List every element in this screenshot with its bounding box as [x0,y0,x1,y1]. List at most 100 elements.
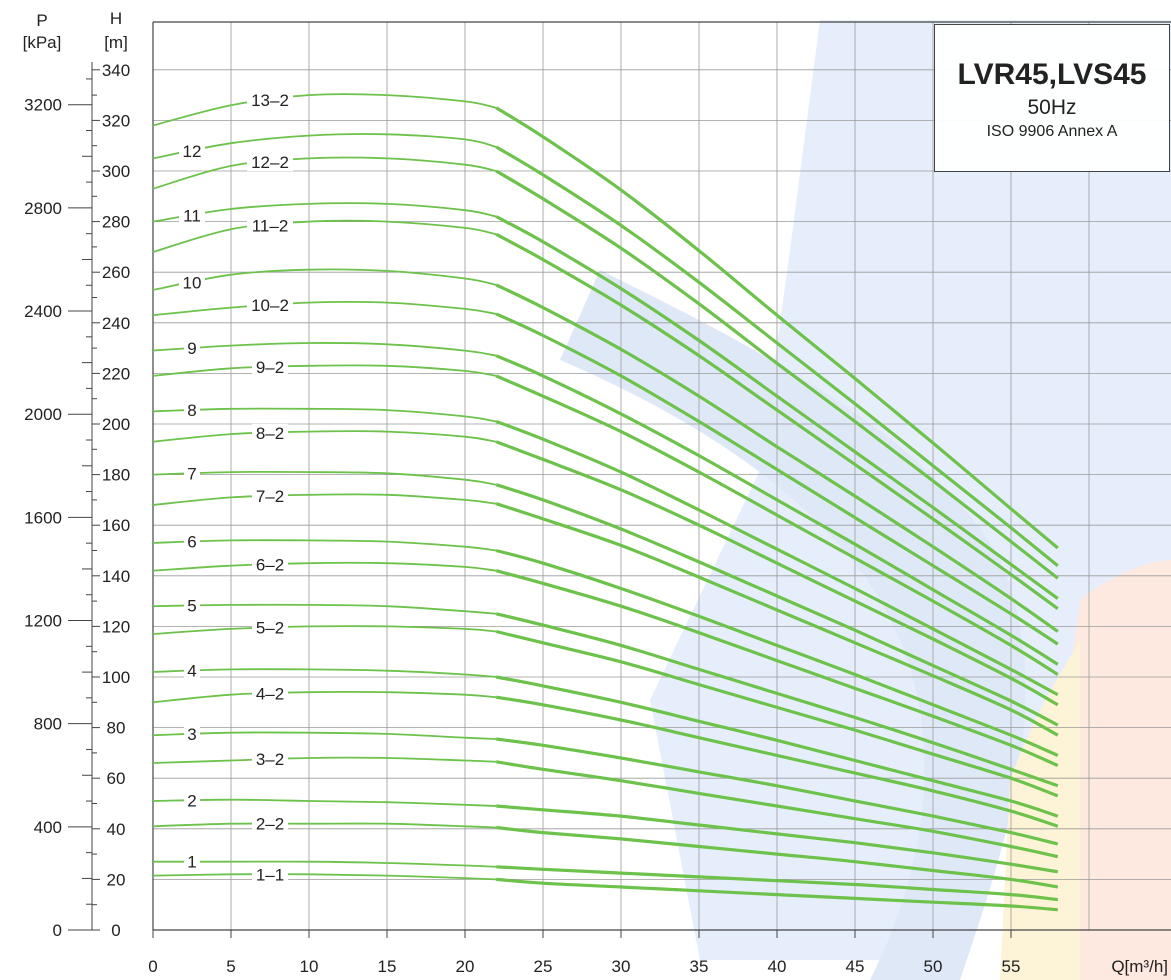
curve-7 [495,483,1059,727]
chart-subtitle: 50Hz [1027,96,1077,119]
curve-label-10-2: 10–2 [251,296,289,315]
curve-3-2-low-flow [152,756,497,764]
h-axis-title: H [110,9,122,28]
h-tick-label: 0 [111,921,120,940]
curve-2-low-flow [152,798,497,807]
h-tick-label: 200 [102,415,130,434]
x-tick-label: 55 [1002,957,1021,976]
curve-6 [495,548,1059,757]
curve-9-2 [495,374,1059,676]
h-tick-label: 80 [107,719,126,738]
curve-8-low-flow [152,407,497,423]
curve-label-bg [247,296,293,315]
curve-label-bg [252,865,288,884]
curve-label-bg [179,273,205,292]
curve-8 [495,420,1059,697]
curve-11-low-flow [152,202,497,223]
curve-label-10: 10 [183,273,202,292]
h-tick-label: 340 [102,61,130,80]
curve-4-2-low-flow [152,691,497,704]
curve-1-1-low-flow [152,873,497,881]
curve-10-2 [495,312,1059,646]
curve-label-11-2: 11–2 [252,216,289,235]
curve-label-2: 2 [187,791,196,810]
curve-label-bg [184,464,200,483]
curve-12-low-flow [152,133,497,160]
x-tick-label: 40 [768,957,787,976]
curve-label-13-2: 13–2 [251,91,289,110]
curve-label-bg [252,750,288,769]
curve-label-bg [184,401,200,420]
curve-12 [495,145,1059,567]
x-tick-label: 45 [846,957,865,976]
curve-label-8-2: 8–2 [256,424,284,443]
curve-label-bg [184,339,200,358]
curve-3-2 [495,760,1059,859]
curve-6-low-flow [152,539,497,552]
p-tick-label: 400 [34,818,62,837]
curve-label-4-2: 4–2 [256,684,284,703]
x-tick-label: 15 [378,957,397,976]
curve-9 [495,354,1059,666]
curve-6-2 [495,569,1059,767]
curve-7-2-low-flow [152,493,497,506]
h-tick-label: 320 [102,111,130,130]
curve-8-2 [495,440,1059,707]
curve-label-9: 9 [187,339,196,358]
axes: 0204060801001201401601802002202402602803… [24,21,1171,976]
curve-5 [495,612,1059,788]
curve-8-2-low-flow [152,430,497,443]
h-tick-label: 260 [102,263,130,282]
h-tick-label: 160 [102,516,130,535]
curve-5-2-low-flow [152,625,497,635]
curve-label-2-2: 2–2 [256,815,284,834]
curve-label-bg [184,596,200,615]
curve-3-low-flow [152,731,497,740]
x-tick-label: 0 [148,957,157,976]
curve-10-low-flow [152,268,497,291]
curve-10-2-low-flow [152,300,497,317]
curve-1-low-flow [153,860,497,868]
curve-label-6: 6 [187,533,196,552]
x-tick-label: 30 [612,957,631,976]
curve-12-2 [495,169,1059,580]
curve-label-7-2: 7–2 [256,487,284,506]
h-tick-label: 220 [102,364,130,383]
x-tick-label: 20 [456,957,475,976]
curve-11-2-low-flow [152,219,497,253]
curve-5-low-flow [152,603,497,615]
curve-1-1 [496,877,1058,912]
h-tick-label: 180 [102,466,130,485]
p-axis-title: P [36,11,47,30]
p-axis-unit: [kPa] [23,33,62,52]
h-tick-label: 300 [102,162,130,181]
curve-13-2 [495,106,1059,550]
h-tick-label: 60 [107,769,126,788]
curve-label-3: 3 [187,725,196,744]
curve-10 [495,283,1059,633]
h-tick-label: 240 [102,314,130,333]
curve-label-3-2: 3–2 [256,750,284,769]
curve-4-2 [495,695,1059,828]
curve-label-bg [184,791,200,810]
x-axis-title: Q[m³/h] [1111,957,1168,976]
h-tick-label: 280 [102,213,130,232]
curve-label-9-2: 9–2 [256,358,284,377]
curve-11 [495,215,1059,600]
curve-label-bg [252,684,288,703]
curve-label-bg [179,206,205,225]
curve-13-2-low-flow [152,93,497,127]
p-tick-label: 2000 [24,405,62,424]
curve-9-2-low-flow [152,364,497,377]
x-tick-label: 35 [690,957,709,976]
curve-11-2 [495,232,1059,610]
p-tick-label: 3200 [24,96,62,115]
curve-label-bg [252,555,288,574]
curve-2-2 [496,825,1059,889]
curve-7-low-flow [152,470,497,486]
curve-label-5: 5 [187,597,196,616]
chart-standard: ISO 9906 Annex A [986,123,1118,140]
curve-label-1-1: 1–1 [256,865,284,884]
curve-label-bg [247,91,293,110]
